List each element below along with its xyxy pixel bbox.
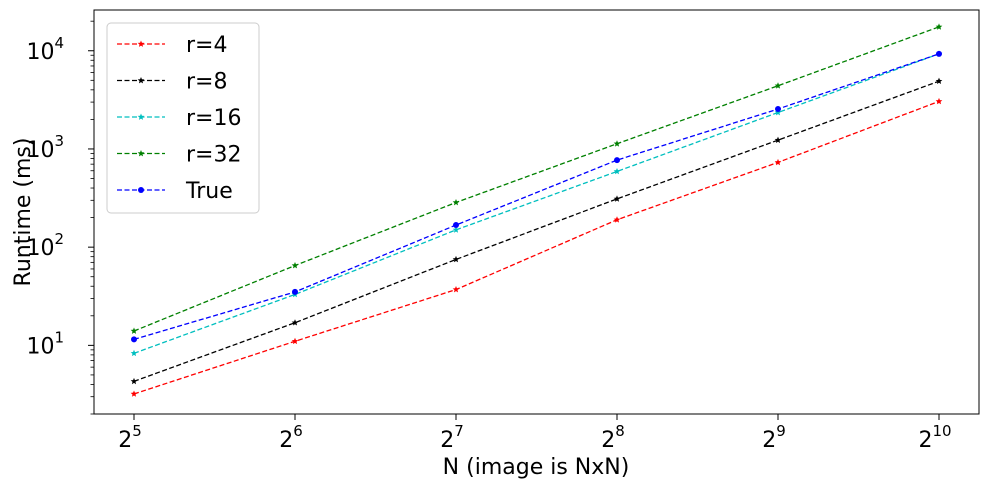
legend-label: r=8 (186, 70, 227, 95)
legend-box (106, 22, 260, 214)
series-r=4 (130, 97, 943, 397)
data-point (453, 222, 459, 229)
data-point (935, 23, 943, 30)
data-point (291, 262, 299, 269)
data-point (137, 77, 145, 84)
legend: r=4 r=8 r=16 r=32 True (106, 22, 260, 214)
data-point (774, 158, 782, 166)
series-line (133, 53, 940, 354)
data-point (614, 157, 620, 164)
data-point (935, 97, 943, 105)
data-point (131, 336, 137, 343)
x-tick-label: 210 (918, 422, 951, 453)
data-point (130, 349, 138, 357)
data-point (774, 82, 782, 89)
data-point (613, 167, 621, 175)
series-line (133, 80, 940, 382)
y-tick-label: 101 (26, 328, 64, 359)
data-point (452, 286, 460, 293)
legend-label: r=16 (186, 106, 241, 131)
series-line (133, 100, 940, 395)
series-True (131, 50, 942, 343)
data-point (137, 113, 145, 120)
series-line (133, 53, 940, 341)
series-line (133, 26, 940, 332)
y-axis-label: Runtime (ms) (11, 138, 36, 287)
data-point (613, 140, 621, 147)
data-point (613, 216, 621, 223)
legend-label: r=32 (186, 143, 241, 168)
data-point (936, 50, 942, 57)
x-tick-label: 29 (762, 422, 786, 453)
series-r=8 (130, 77, 943, 385)
data-point (774, 136, 782, 143)
plot-frame (93, 9, 980, 415)
x-tick-label: 27 (440, 422, 464, 453)
y-tick-label: 104 (26, 34, 64, 65)
data-point (452, 198, 460, 206)
data-point (774, 109, 782, 116)
series-layer (130, 23, 943, 397)
data-point (130, 377, 138, 385)
legend-entry: r=4 (117, 33, 227, 58)
legend-label: r=4 (186, 33, 227, 58)
x-tick-label: 25 (118, 422, 142, 453)
data-point (613, 195, 621, 202)
data-point (137, 40, 145, 47)
legend-entry: r=16 (117, 106, 241, 131)
x-axis-label: N (image is NxN) (443, 455, 630, 480)
series-r=32 (130, 23, 943, 334)
data-point (130, 390, 138, 397)
legend-label: True (185, 179, 233, 204)
x-axis: 25 26 27 28 29 210 (118, 414, 952, 453)
data-point (775, 106, 781, 113)
legend-entry: r=8 (117, 70, 227, 95)
data-point (291, 319, 299, 326)
x-tick-label: 28 (601, 422, 625, 453)
data-point (452, 226, 460, 233)
data-point (137, 150, 145, 157)
data-point (138, 187, 144, 193)
data-point (452, 255, 460, 263)
data-point (291, 337, 299, 345)
data-point (935, 77, 943, 85)
data-point (130, 327, 138, 334)
x-tick-label: 26 (279, 422, 303, 453)
data-point (292, 288, 298, 295)
legend-entry: True (117, 179, 233, 204)
legend-entry: r=32 (117, 143, 241, 168)
